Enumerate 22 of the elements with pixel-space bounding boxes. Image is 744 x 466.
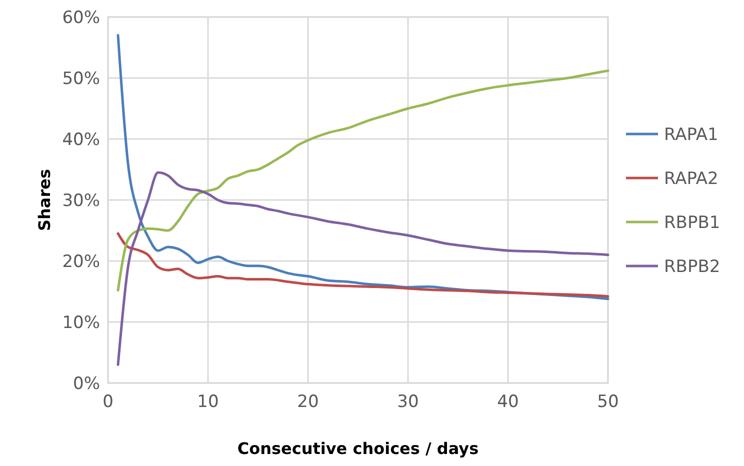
x-tick-label: 50 — [597, 392, 619, 412]
y-tick-label: 50% — [62, 68, 100, 89]
legend-label: RBPB1 — [664, 212, 720, 233]
y-axis-title: Shares — [35, 169, 54, 231]
x-tick-label: 20 — [297, 392, 319, 412]
line-series — [116, 232, 610, 298]
line-series — [116, 171, 610, 366]
x-tick-label: 30 — [397, 392, 419, 412]
y-tick-label: 40% — [62, 130, 100, 150]
x-axis-title: Consecutive choices / days — [237, 439, 479, 458]
y-tick-label: 30% — [62, 190, 100, 211]
x-tick-label: 40 — [497, 392, 519, 412]
line-series — [116, 69, 610, 292]
x-tick-label: 10 — [197, 392, 219, 412]
legend-label: RBPB2 — [664, 256, 720, 277]
y-tick-label: 10% — [62, 312, 100, 333]
y-tick-label: 20% — [62, 252, 100, 272]
x-tick-label: 0 — [102, 392, 114, 412]
y-tick-label: 0% — [73, 374, 100, 394]
legend-label: RAPA1 — [664, 124, 718, 145]
legend-label: RAPA2 — [664, 168, 718, 189]
y-tick-label: 60% — [62, 8, 100, 28]
